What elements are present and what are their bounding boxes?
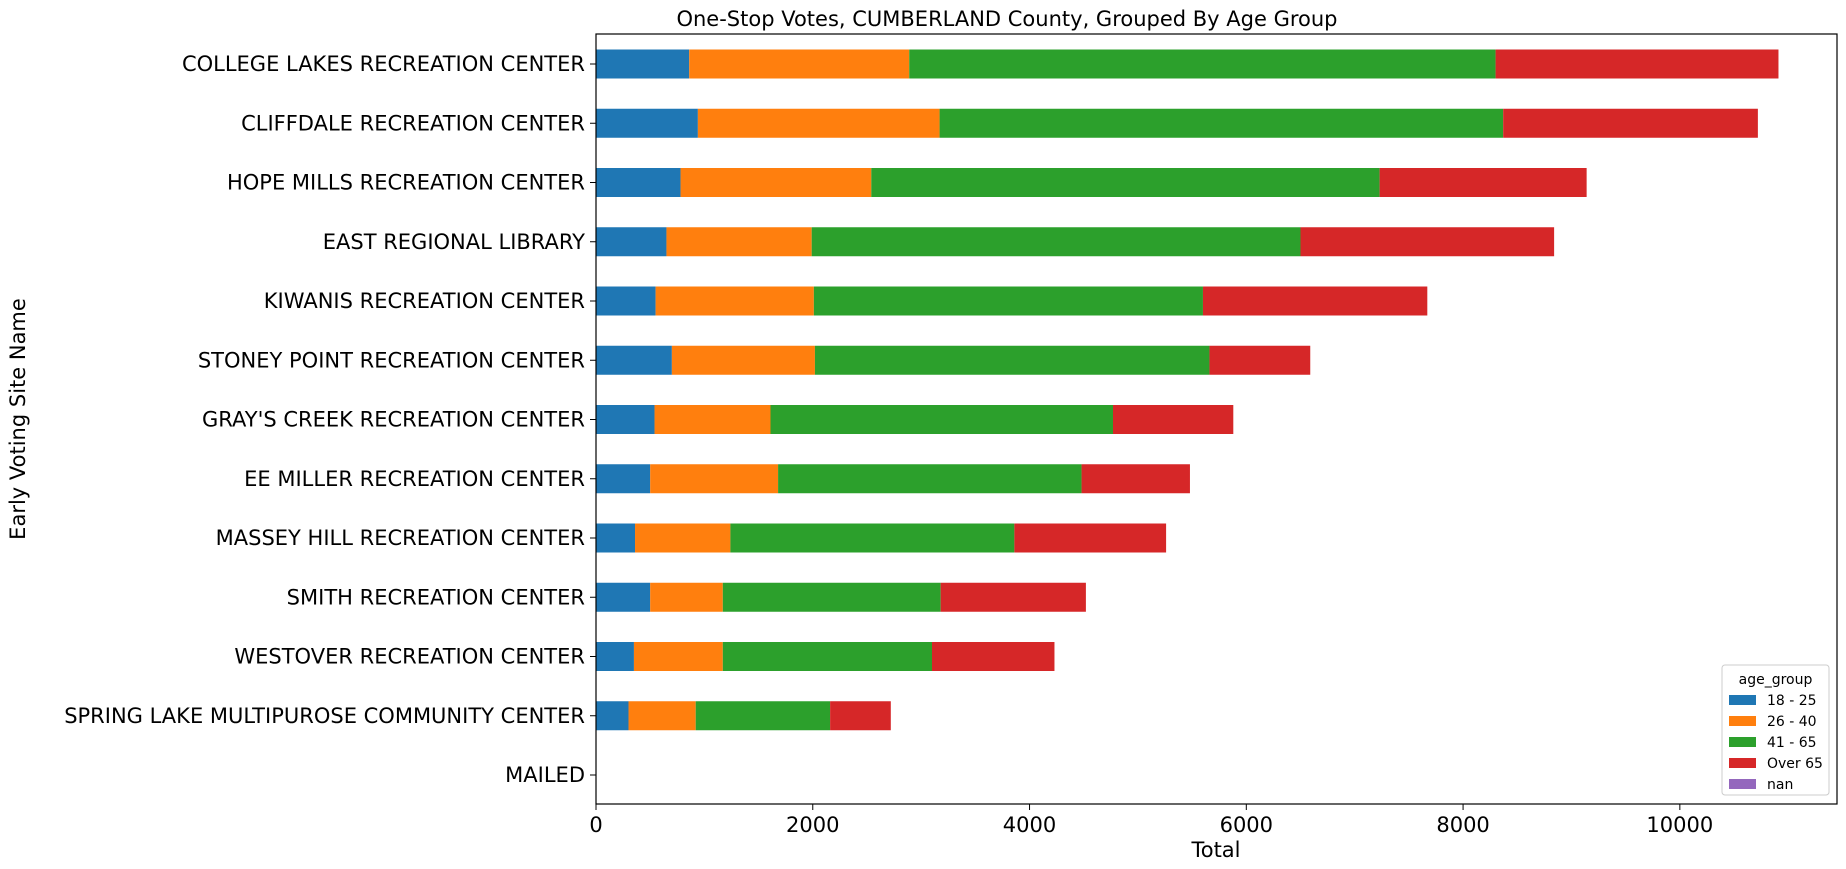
bar-segment (671, 345, 815, 375)
bar-segment (1081, 464, 1190, 494)
legend-label: 18 - 25 (1767, 693, 1817, 709)
bar-segment (931, 642, 1055, 671)
bar-segment (770, 405, 1113, 434)
bar-segment (689, 49, 910, 79)
x-axis-label: Total (1190, 838, 1240, 862)
plot-frame (595, 33, 1838, 805)
y-tick-label: MAILED (505, 763, 585, 787)
bar-segment (814, 345, 1210, 375)
legend-swatch (1729, 779, 1756, 789)
y-tick-labels: COLLEGE LAKES RECREATION CENTER CLIFFDALE… (64, 52, 596, 787)
y-tick-label: CLIFFDALE RECREATION CENTER (241, 111, 585, 135)
bar-segment (596, 523, 636, 553)
bar-segment (813, 286, 1203, 316)
bar-segment (655, 286, 814, 316)
x-tick-label: 0 (589, 813, 602, 837)
y-tick-label: SPRING LAKE MULTIPUROSE COMMUNITY CENTER (64, 704, 585, 728)
bar-segment (722, 582, 941, 612)
bar-segment (1300, 227, 1555, 257)
y-tick-label: EE MILLER RECREATION CENTER (244, 467, 585, 491)
y-tick-label: GRAY'S CREEK RECREATION CENTER (202, 408, 585, 432)
x-tick-label: 2000 (786, 813, 839, 837)
bar-segment (722, 642, 932, 671)
bar-segment (939, 108, 1504, 138)
y-tick-label: EAST REGIONAL LIBRARY (323, 230, 585, 254)
bar-segment (596, 701, 629, 731)
bar-segment (596, 227, 667, 257)
bar-segment (778, 464, 1082, 494)
legend-swatch (1729, 716, 1756, 726)
bars-layer (596, 49, 1779, 731)
x-tick-label: 8000 (1436, 813, 1489, 837)
y-tick-label: WESTOVER RECREATION CENTER (234, 645, 585, 669)
legend: age_group 18 - 25 26 - 40 41 - 65 Over 65 nan (1721, 664, 1830, 796)
bar-segment (909, 49, 1496, 79)
x-tick-label: 10000 (1646, 813, 1713, 837)
bar-segment (635, 523, 731, 553)
bar-segment (596, 49, 690, 79)
y-tick-label: MASSEY HILL RECREATION CENTER (216, 526, 585, 550)
x-tick-labels: 0 2000 4000 6000 8000 10000 (589, 804, 1713, 837)
legend-swatch (1729, 737, 1756, 747)
bar-segment (596, 464, 651, 494)
legend-label: 26 - 40 (1767, 714, 1817, 730)
bar-segment (633, 642, 723, 671)
bar-segment (596, 642, 634, 671)
bar-segment (1014, 523, 1167, 553)
bar-segment (650, 582, 723, 612)
bar-segment (596, 168, 681, 197)
bar-segment (596, 405, 655, 434)
x-tick-label: 6000 (1220, 813, 1273, 837)
x-tick-label: 4000 (1003, 813, 1056, 837)
bar-segment (940, 582, 1086, 612)
bar-segment (1503, 108, 1758, 138)
bar-segment (695, 701, 831, 731)
y-tick-label: COLLEGE LAKES RECREATION CENTER (182, 52, 585, 76)
bar-segment (811, 227, 1301, 257)
bar-segment (830, 701, 891, 731)
legend-label: 41 - 65 (1767, 735, 1817, 751)
bar-segment (1209, 345, 1311, 375)
y-tick-label: KIWANIS RECREATION CENTER (264, 289, 585, 313)
bar-segment (650, 464, 779, 494)
bar-segment (680, 168, 872, 197)
bar-segment (1495, 49, 1779, 79)
bar-segment (871, 168, 1380, 197)
bar-segment (1202, 286, 1428, 316)
legend-swatch (1729, 758, 1756, 768)
y-tick-label: SMITH RECREATION CENTER (287, 585, 585, 609)
bar-segment (596, 582, 651, 612)
bar-segment (666, 227, 812, 257)
chart-title: One-Stop Votes, CUMBERLAND County, Group… (676, 7, 1337, 31)
bar-segment (654, 405, 771, 434)
legend-title: age_group (1739, 672, 1813, 688)
bar-segment (628, 701, 696, 731)
bar-segment (730, 523, 1015, 553)
bar-segment (596, 345, 672, 375)
bar-segment (596, 286, 656, 316)
bar-segment (1379, 168, 1587, 197)
legend-swatch (1729, 695, 1756, 705)
y-tick-label: HOPE MILLS RECREATION CENTER (227, 171, 585, 195)
bar-segment (596, 108, 698, 138)
y-axis-label: Early Voting Site Name (6, 298, 30, 540)
legend-label: nan (1767, 777, 1793, 793)
y-tick-label: STONEY POINT RECREATION CENTER (198, 348, 585, 372)
bar-segment (1112, 405, 1234, 434)
legend-label: Over 65 (1767, 756, 1823, 772)
bar-segment (697, 108, 940, 138)
